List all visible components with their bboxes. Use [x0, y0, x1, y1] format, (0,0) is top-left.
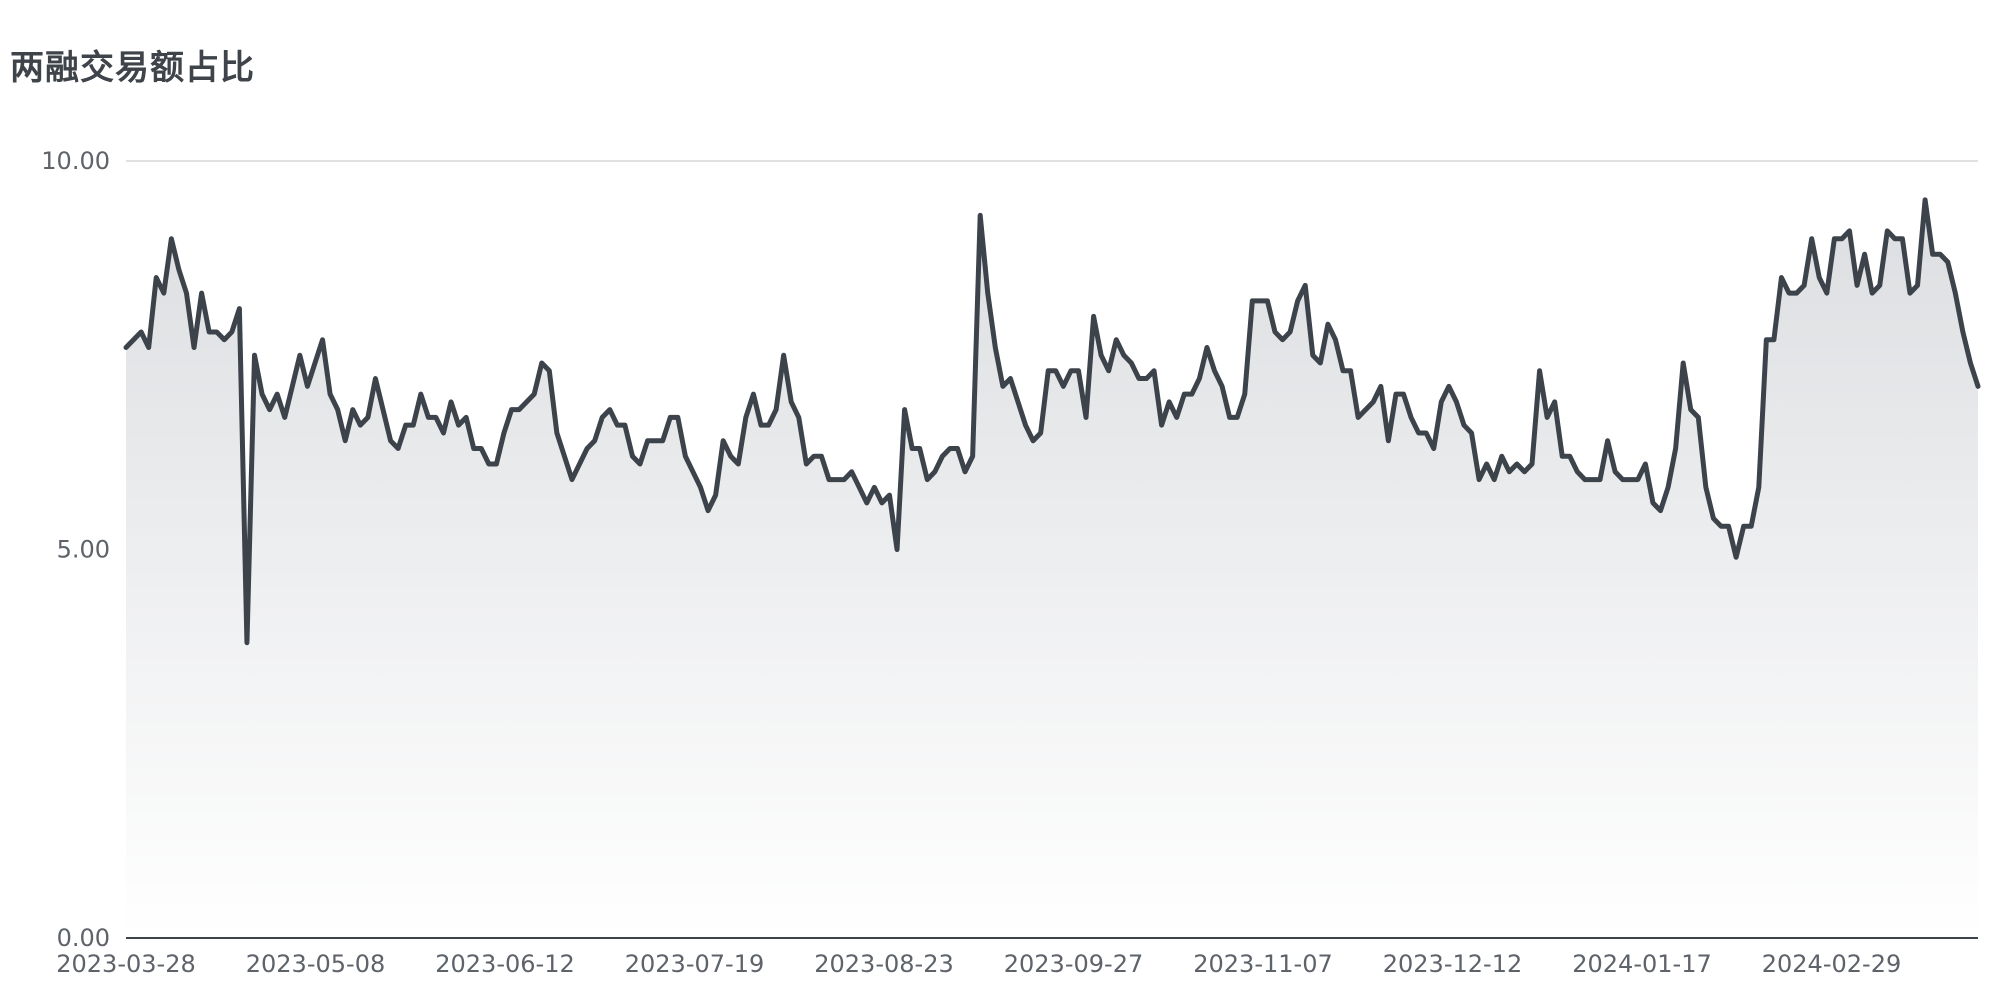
x-tick-label: 2023-09-27	[1004, 950, 1143, 978]
x-tick-label: 2024-02-29	[1762, 950, 1901, 978]
x-tick-label: 2023-08-23	[814, 950, 953, 978]
x-tick-label: 2023-03-28	[56, 950, 195, 978]
x-tick-label: 2023-06-12	[435, 950, 574, 978]
x-axis-ticks: 2023-03-28 2023-05-08 2023-06-12 2023-07-19…	[56, 950, 1901, 978]
x-tick-label: 2024-01-17	[1572, 950, 1711, 978]
x-tick-label: 2023-07-19	[625, 950, 764, 978]
y-axis-ticks: 0.00 5.00 10.00	[41, 147, 110, 952]
x-tick-label: 2023-11-07	[1193, 950, 1332, 978]
y-tick-label: 10.00	[41, 147, 110, 175]
area-fill	[126, 199, 1978, 939]
y-tick-label: 0.00	[57, 924, 110, 952]
y-tick-label: 5.00	[57, 536, 110, 564]
series-line	[123, 197, 1981, 646]
chart-title: 两融交易额占比	[10, 48, 255, 88]
x-tick-label: 2023-05-08	[246, 950, 385, 978]
x-tick-label: 2023-12-12	[1383, 950, 1522, 978]
